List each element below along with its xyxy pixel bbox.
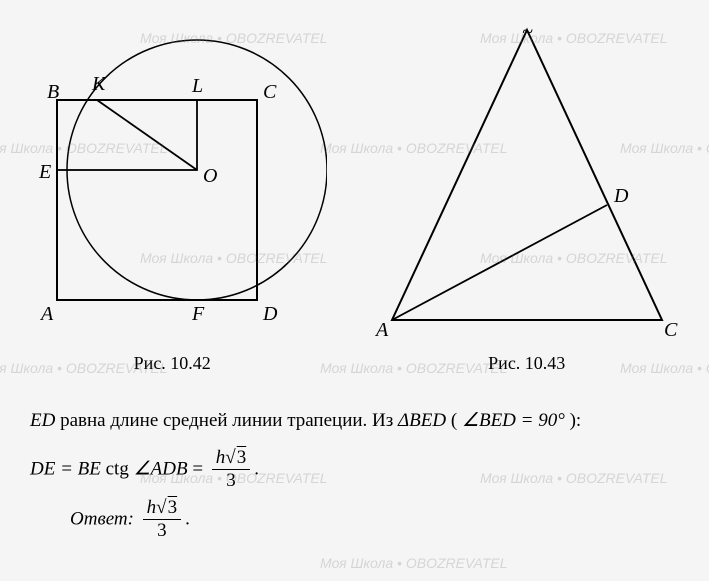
label-b-top: ~ (522, 21, 533, 43)
answer-line: Ответ: h√3 3 . (70, 498, 679, 543)
t1d: ( (446, 410, 462, 431)
label-b: B (47, 81, 59, 103)
figure-right-svg: ~ A C D (362, 20, 692, 340)
line-ad (392, 205, 607, 320)
caption-right: Рис. 10.43 (362, 353, 692, 374)
label-k: K (91, 73, 107, 95)
label-a: A (39, 303, 54, 325)
label-o: O (203, 165, 217, 187)
de-be: DE = BE (30, 459, 101, 480)
ed-var: ED (30, 410, 55, 431)
square-abcd (57, 100, 257, 300)
text-line-2: DE = BE ctg ∠ADB = h√3 3 . (30, 448, 679, 493)
dot2: . (185, 509, 190, 530)
text-block: ED равна длине средней линии трапеции. И… (0, 374, 709, 543)
answer-label: Ответ: (70, 509, 134, 530)
figure-left: B K L C E O A F D Рис. 10.42 (17, 20, 327, 374)
label-d: D (262, 303, 278, 325)
angle-adb: ∠ADB (134, 459, 188, 480)
angle-bed: ∠BED = 90° (462, 410, 565, 431)
text-line-1: ED равна длине средней линии трапеции. И… (30, 400, 679, 442)
label-f: F (191, 303, 205, 325)
figures-row: B K L C E O A F D Рис. 10.42 ~ A C D Рис… (0, 0, 709, 374)
label-c2: C (664, 319, 678, 340)
label-a2: A (374, 319, 389, 340)
tri-bed: ΔBED (398, 410, 446, 431)
watermark-text: Моя Школа • OBOZREVATEL (320, 555, 508, 571)
caption-left: Рис. 10.42 (17, 353, 327, 374)
figure-right: ~ A C D Рис. 10.43 (362, 20, 692, 374)
line-ko (97, 100, 197, 170)
ctg: ctg (101, 459, 134, 480)
label-l: L (191, 75, 203, 97)
fraction-1: h√3 3 (212, 448, 250, 493)
label-c: C (263, 81, 277, 103)
label-d2: D (613, 185, 629, 207)
figure-left-svg: B K L C E O A F D (17, 20, 327, 340)
t1b: равна длине средней линии трапеции. Из (55, 410, 398, 431)
triangle-abc (392, 30, 662, 320)
fraction-2: h√3 3 (143, 498, 181, 543)
t1f: ): (565, 410, 581, 431)
rect-oelk (57, 100, 197, 170)
eq: = (188, 459, 208, 480)
label-e: E (38, 161, 51, 183)
dot1: . (254, 459, 259, 480)
